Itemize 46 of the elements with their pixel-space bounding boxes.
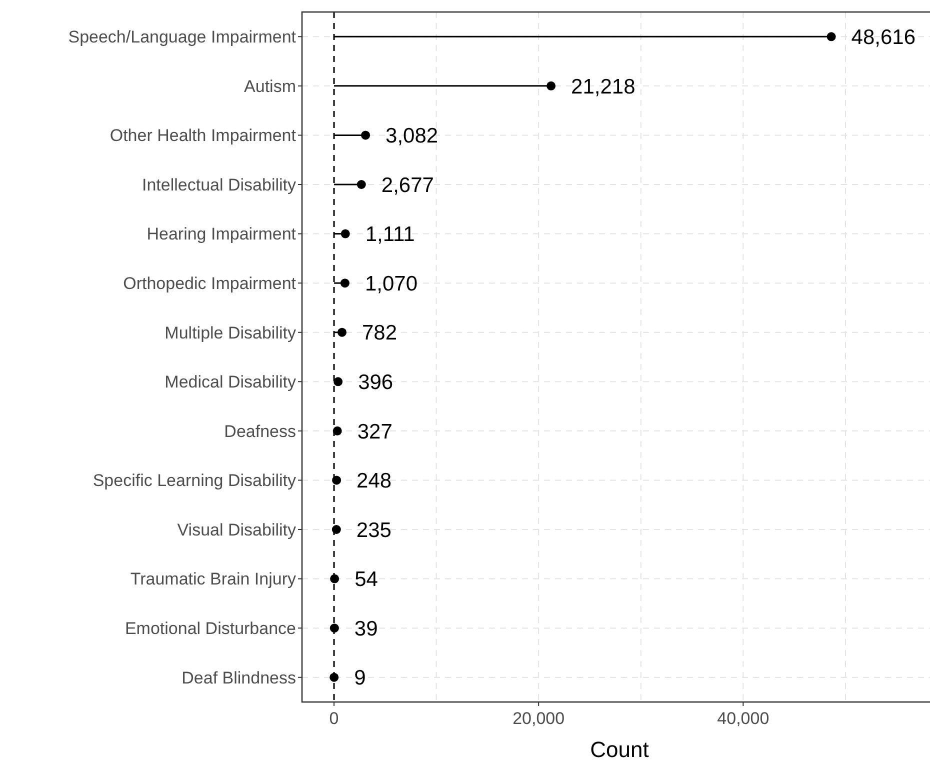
y-tick-label: Multiple Disability bbox=[164, 323, 296, 342]
data-label: 9 bbox=[354, 666, 366, 690]
x-tick-label: 0 bbox=[329, 709, 339, 728]
x-tick-label: 20,000 bbox=[512, 709, 565, 728]
data-label: 3,082 bbox=[386, 124, 438, 148]
point bbox=[340, 278, 350, 288]
point bbox=[546, 81, 556, 90]
y-tick-label: Emotional Disturbance bbox=[124, 619, 296, 638]
y-tick-label: Hearing Impairment bbox=[146, 224, 296, 244]
x-axis-title: Count bbox=[590, 737, 649, 762]
x-tick-label: 40,000 bbox=[717, 709, 770, 728]
data-label: 54 bbox=[354, 568, 378, 592]
y-tick-label: Intellectual Disability bbox=[142, 175, 296, 194]
y-tick-label: Speech/Language Impairment bbox=[68, 28, 296, 47]
y-tick-label: Deaf Blindness bbox=[182, 668, 296, 688]
point bbox=[330, 672, 339, 682]
data-label: 1,111 bbox=[365, 223, 415, 246]
data-label: 327 bbox=[357, 420, 392, 444]
point bbox=[330, 624, 339, 633]
data-label: 21,218 bbox=[571, 75, 636, 98]
data-label: 48,616 bbox=[851, 26, 916, 49]
y-tick-label: Specific Learning Disability bbox=[92, 471, 296, 490]
data-label: 235 bbox=[356, 518, 392, 542]
point bbox=[338, 328, 347, 337]
y-tick-label: Deafness bbox=[224, 422, 296, 441]
data-label: 1,070 bbox=[364, 272, 418, 296]
point bbox=[334, 377, 343, 386]
point bbox=[332, 426, 342, 436]
data-label: 782 bbox=[362, 322, 398, 345]
data-label: 248 bbox=[356, 470, 392, 493]
data-label: 2,677 bbox=[381, 174, 434, 197]
y-tick-label: Orthopedic Impairment bbox=[123, 274, 296, 294]
data-label: 39 bbox=[354, 617, 378, 640]
y-tick-label: Other Health Impairment bbox=[110, 126, 296, 146]
y-tick-label: Autism bbox=[244, 76, 296, 96]
point bbox=[356, 180, 366, 189]
y-tick-label: Medical Disability bbox=[164, 372, 296, 392]
point bbox=[361, 130, 370, 140]
y-tick-label: Traumatic Brain Injury bbox=[130, 570, 296, 589]
point bbox=[340, 229, 350, 238]
point bbox=[826, 32, 836, 42]
point bbox=[330, 574, 340, 584]
point bbox=[332, 476, 342, 485]
y-tick-label: Visual Disability bbox=[177, 520, 296, 540]
point bbox=[332, 525, 341, 534]
data-label: 396 bbox=[358, 370, 394, 394]
